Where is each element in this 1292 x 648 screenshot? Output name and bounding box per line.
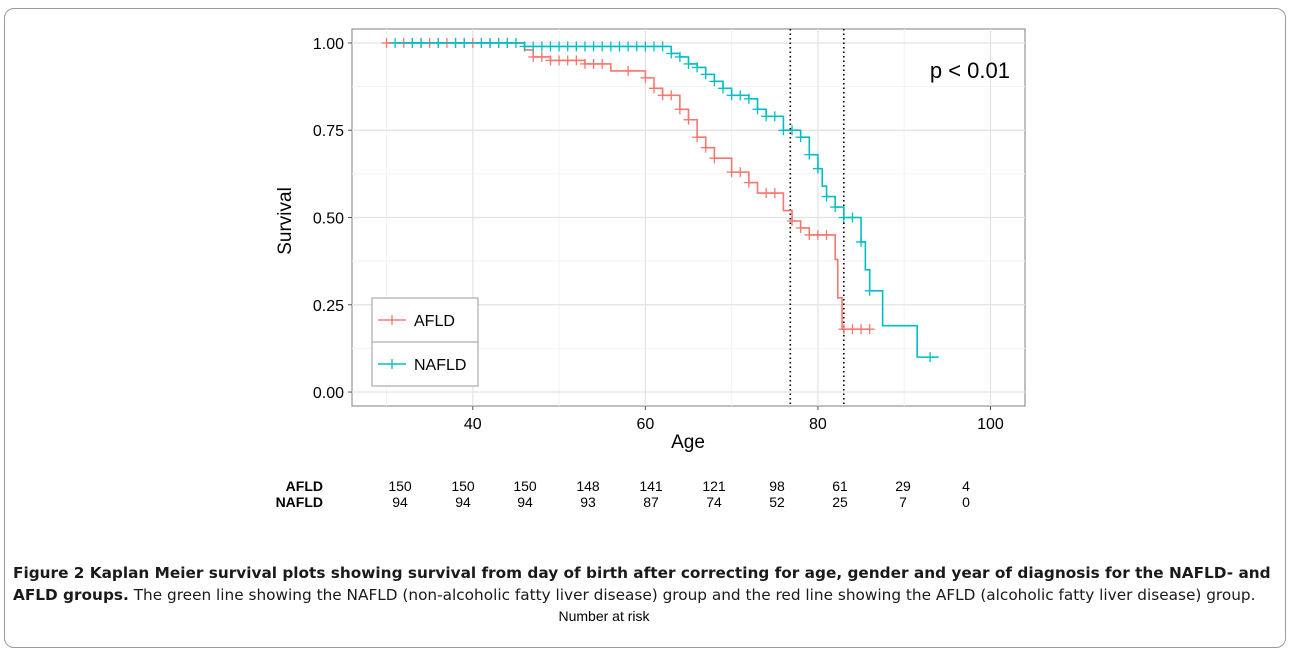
risk-table-title: Number at risk: [558, 608, 650, 624]
risk-cell: 7: [899, 494, 907, 510]
caption-bold: Figure 2 Kaplan Meier survival plots sho…: [13, 564, 1271, 604]
risk-cell: 29: [895, 478, 911, 494]
series-nafld: [390, 37, 939, 363]
risk-cell: 150: [513, 478, 537, 494]
risk-cell: 150: [451, 478, 475, 494]
risk-cell: 150: [388, 478, 412, 494]
axes: 40 60 80 100 0.00 0.25 0.50 0.75 1.00: [313, 36, 1004, 433]
risk-row-label: NAFLD: [275, 494, 323, 510]
legend-label: AFLD: [414, 313, 455, 330]
figure-caption: Figure 2 Kaplan Meier survival plots sho…: [13, 562, 1283, 606]
x-tick-label: 80: [809, 416, 827, 433]
risk-cell: 25: [832, 494, 848, 510]
risk-cell: 141: [639, 478, 663, 494]
x-tick-label: 60: [636, 416, 654, 433]
y-tick-label: 0.50: [313, 211, 344, 228]
x-axis-label: Age: [671, 432, 705, 453]
y-tick-label: 0.25: [313, 298, 344, 315]
risk-row-label: AFLD: [285, 478, 323, 494]
risk-cell: 4: [962, 478, 970, 494]
x-tick-label: 40: [464, 416, 482, 433]
risk-cell: 52: [769, 494, 785, 510]
p-value-annotation: p < 0.01: [930, 58, 1010, 83]
risk-cell: 94: [517, 494, 533, 510]
legend-label: NAFLD: [414, 357, 466, 374]
y-tick-label: 1.00: [313, 36, 344, 53]
x-tick-label: 100: [977, 416, 1004, 433]
y-tick-label: 0.75: [313, 123, 344, 140]
risk-cell: 87: [643, 494, 659, 510]
y-axis-label: Survival: [275, 187, 296, 255]
risk-cell: 148: [576, 478, 600, 494]
risk-cell: 61: [832, 478, 848, 494]
risk-cell: 94: [455, 494, 471, 510]
risk-cell: 93: [580, 494, 596, 510]
caption-text: The green line showing the NAFLD (non-al…: [128, 586, 1256, 604]
legend: AFLD NAFLD: [371, 297, 479, 387]
risk-cell: 121: [702, 478, 726, 494]
risk-cell: 74: [706, 494, 722, 510]
risk-cell: 94: [392, 494, 408, 510]
risk-cell: 98: [769, 478, 785, 494]
series-layer: [381, 37, 939, 363]
risk-cell: 0: [962, 494, 970, 510]
y-tick-label: 0.00: [313, 385, 344, 402]
